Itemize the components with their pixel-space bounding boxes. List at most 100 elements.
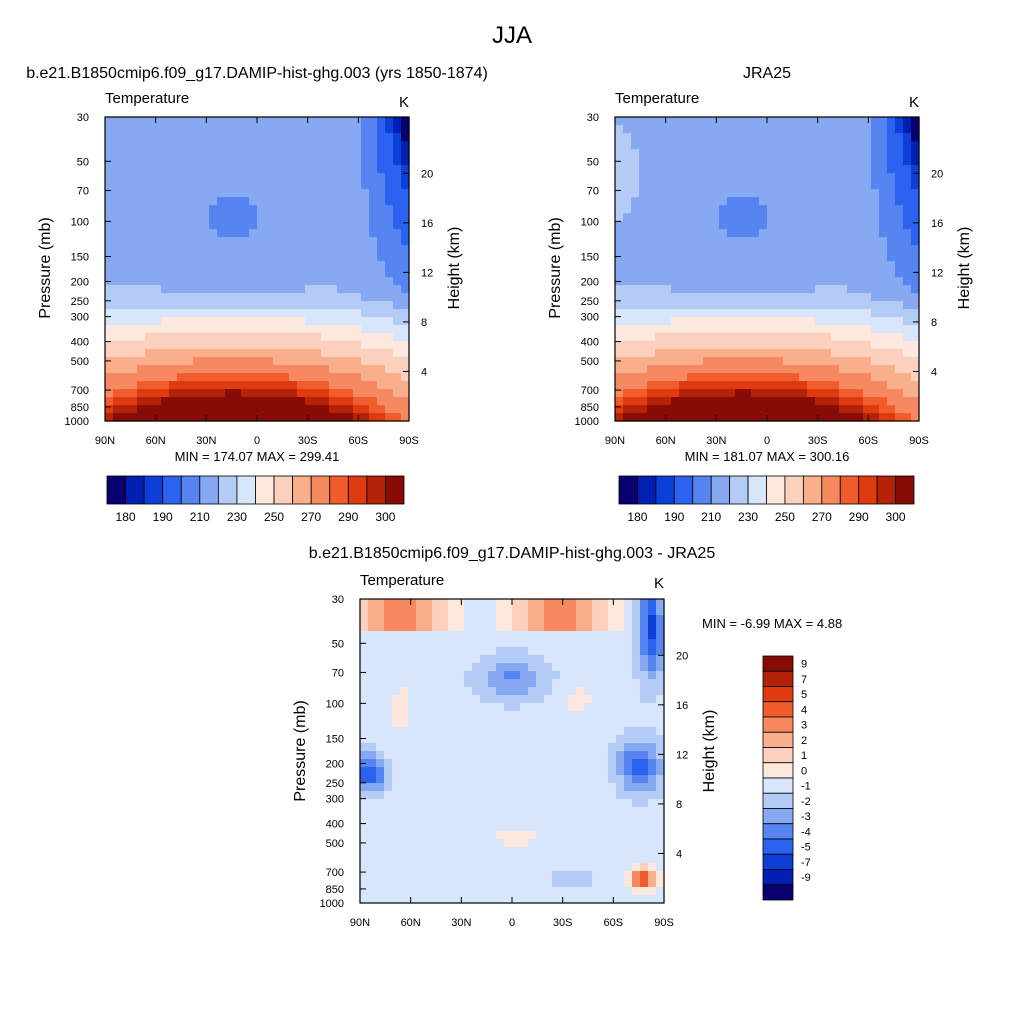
field-cell bbox=[903, 261, 912, 270]
field-cell bbox=[903, 149, 912, 158]
field-cell bbox=[496, 631, 505, 640]
field-cell bbox=[504, 727, 513, 736]
field-cell bbox=[305, 253, 314, 262]
field-cell bbox=[241, 333, 250, 342]
field-cell bbox=[105, 181, 114, 190]
field-cell bbox=[536, 711, 545, 720]
field-cell bbox=[265, 397, 274, 406]
field-cell bbox=[281, 149, 290, 158]
colorbar-swatch bbox=[762, 777, 794, 794]
colorbar-swatch bbox=[366, 475, 386, 505]
field-cell bbox=[137, 245, 146, 254]
field-cell bbox=[385, 405, 394, 414]
field-cell bbox=[392, 847, 401, 856]
field-cell bbox=[648, 775, 657, 784]
field-cell bbox=[209, 317, 218, 326]
field-cell bbox=[400, 783, 409, 792]
field-cell bbox=[456, 663, 465, 672]
field-cell bbox=[552, 671, 561, 680]
field-cell bbox=[321, 197, 330, 206]
field-cell bbox=[640, 711, 649, 720]
field-cell bbox=[640, 599, 649, 608]
field-cell bbox=[329, 245, 338, 254]
field-cell bbox=[815, 317, 824, 326]
y-tick-label: 100 bbox=[71, 216, 89, 228]
field-cell bbox=[384, 775, 393, 784]
field-cell bbox=[799, 389, 808, 398]
field-cell bbox=[329, 381, 338, 390]
field-cell bbox=[337, 413, 346, 422]
field-cell bbox=[839, 125, 848, 134]
field-cell bbox=[695, 301, 704, 310]
field-cell bbox=[137, 325, 146, 334]
field-cell bbox=[105, 125, 114, 134]
field-cell bbox=[623, 237, 632, 246]
field-cell bbox=[624, 687, 633, 696]
field-cell bbox=[584, 783, 593, 792]
field-cell bbox=[903, 293, 912, 302]
field-cell bbox=[392, 887, 401, 896]
panel-model: b.e21.B1850cmip6.f09_g17.DAMIP-hist-ghg.… bbox=[26, 65, 488, 524]
field-cell bbox=[831, 149, 840, 158]
field-cell bbox=[424, 879, 433, 888]
field-cell bbox=[384, 639, 393, 648]
field-cell bbox=[663, 125, 672, 134]
field-cell bbox=[631, 269, 640, 278]
field-cell bbox=[703, 237, 712, 246]
field-cell bbox=[233, 181, 242, 190]
field-cell bbox=[337, 285, 346, 294]
field-cell bbox=[767, 221, 776, 230]
colorbar-swatch bbox=[762, 655, 794, 672]
field-cell bbox=[305, 333, 314, 342]
field-cell bbox=[655, 229, 664, 238]
field-cell bbox=[783, 205, 792, 214]
field-cell bbox=[129, 221, 138, 230]
field-cell bbox=[512, 751, 521, 760]
field-cell bbox=[592, 719, 601, 728]
field-cell bbox=[759, 125, 768, 134]
y-tick-label: 400 bbox=[71, 337, 89, 349]
field-cell bbox=[209, 349, 218, 358]
colorbar-swatch bbox=[895, 475, 915, 505]
field-cell bbox=[297, 261, 306, 270]
field-cell bbox=[217, 197, 226, 206]
field-cell bbox=[169, 205, 178, 214]
field-cell bbox=[440, 815, 449, 824]
field-cell bbox=[855, 189, 864, 198]
field-cell bbox=[608, 727, 617, 736]
field-cell bbox=[639, 173, 648, 182]
field-cell bbox=[911, 141, 920, 150]
field-cell bbox=[488, 655, 497, 664]
field-cell bbox=[265, 221, 274, 230]
field-cell bbox=[432, 855, 441, 864]
field-cell bbox=[472, 655, 481, 664]
field-cell bbox=[871, 397, 880, 406]
field-cell bbox=[121, 173, 130, 182]
field-cell bbox=[393, 141, 402, 150]
field-cell bbox=[169, 269, 178, 278]
field-cell bbox=[759, 237, 768, 246]
field-cell bbox=[751, 301, 760, 310]
field-cell bbox=[679, 405, 688, 414]
field-cell bbox=[624, 799, 633, 808]
field-cell bbox=[480, 631, 489, 640]
field-cell bbox=[488, 767, 497, 776]
field-cell bbox=[807, 349, 816, 358]
colorbar-label: -7 bbox=[801, 857, 811, 869]
y-tick-label: 1000 bbox=[320, 898, 344, 910]
field-cell bbox=[472, 599, 481, 608]
field-cell bbox=[129, 317, 138, 326]
field-cell bbox=[568, 791, 577, 800]
field-cell bbox=[321, 341, 330, 350]
field-cell bbox=[345, 357, 354, 366]
field-cell bbox=[719, 165, 728, 174]
field-cell bbox=[584, 639, 593, 648]
field-cell bbox=[233, 189, 242, 198]
field-cell bbox=[121, 229, 130, 238]
field-cell bbox=[361, 349, 370, 358]
field-cell bbox=[496, 671, 505, 680]
field-cell bbox=[145, 229, 154, 238]
field-cell bbox=[584, 855, 593, 864]
field-cell bbox=[265, 253, 274, 262]
field-cell bbox=[169, 325, 178, 334]
